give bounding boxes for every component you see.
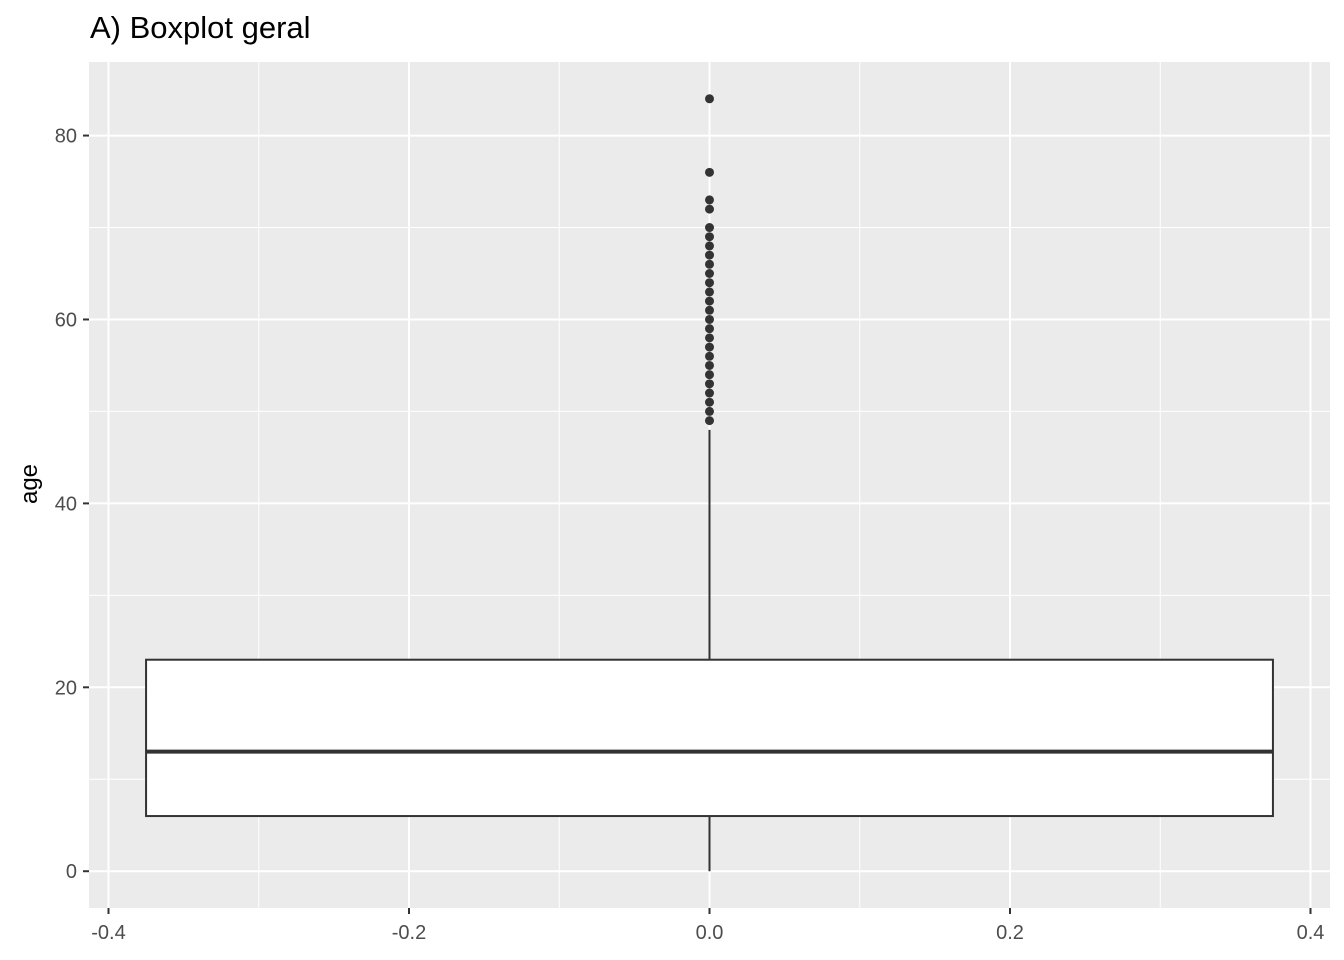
outlier-point [705,241,714,251]
outlier-point [705,232,714,242]
outlier-point [705,296,714,306]
outlier-point [705,94,714,104]
y-tick-label: 60 [55,309,77,331]
outlier-point [705,167,714,177]
outlier-point [705,305,714,315]
outlier-point [705,379,714,389]
outlier-point [705,250,714,260]
y-axis-ticks: 0 20 40 60 80 [55,126,89,883]
y-tick-label: 80 [55,126,77,148]
interquartile-box [145,658,1274,818]
outlier-point [705,397,714,407]
chart-title: A) Boxplot geral [90,10,311,45]
outlier-point [705,278,714,288]
x-tick-label: -0.2 [392,922,426,944]
outlier-point [705,360,714,370]
outlier-point [705,259,714,269]
x-tick-label: -0.4 [91,922,125,944]
outlier-point [705,314,714,324]
outlier-point [705,388,714,398]
outlier-point [705,333,714,343]
outlier-point [705,195,714,205]
outlier-point [705,351,714,361]
x-tick-label: 0.2 [996,922,1024,944]
y-tick-label: 40 [55,493,77,515]
x-axis-ticks: -0.4 -0.2 0.0 0.2 0.4 [91,908,1324,944]
outlier-point [705,269,714,278]
outlier-point [705,287,714,297]
outlier-point [705,406,714,416]
x-tick-label: 0.0 [696,922,724,944]
y-tick-label: 20 [55,677,77,699]
y-tick-label: 0 [66,861,77,883]
outlier-point [705,223,714,233]
outlier-point [705,370,714,380]
outlier-point [705,416,714,426]
outlier-point [705,342,714,352]
x-tick-label: 0.4 [1297,922,1325,944]
boxplot-group [145,94,1274,872]
outlier-point [705,204,714,214]
outlier-point [705,324,714,334]
